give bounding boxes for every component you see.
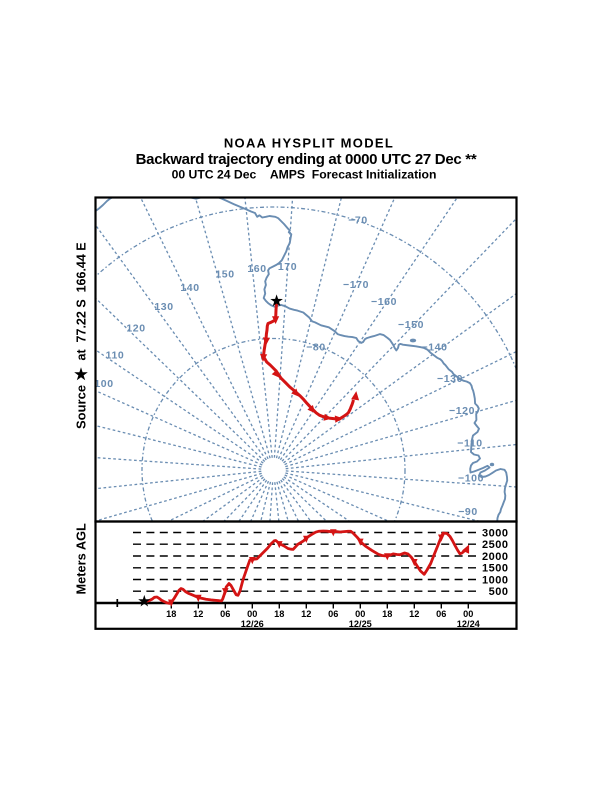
svg-text:−170: −170: [343, 279, 369, 291]
svg-text:12: 12: [193, 609, 203, 619]
svg-text:06: 06: [328, 609, 338, 619]
svg-text:06: 06: [220, 609, 230, 619]
svg-text:00: 00: [355, 609, 365, 619]
svg-text:18: 18: [274, 609, 284, 619]
svg-text:12/25: 12/25: [349, 619, 372, 629]
svg-text:120: 120: [126, 322, 145, 334]
svg-text:18: 18: [382, 609, 392, 619]
svg-text:−120: −120: [449, 405, 475, 417]
svg-text:130: 130: [154, 301, 173, 313]
svg-text:00: 00: [247, 609, 257, 619]
svg-text:1000: 1000: [482, 574, 508, 586]
svg-text:Source: Source: [74, 385, 89, 429]
svg-text:2000: 2000: [482, 551, 508, 563]
svg-text:06: 06: [436, 609, 446, 619]
svg-text:−130: −130: [437, 373, 463, 385]
svg-text:1500: 1500: [482, 563, 508, 575]
svg-text:18: 18: [166, 609, 176, 619]
svg-text:12: 12: [301, 609, 311, 619]
svg-text:500: 500: [489, 586, 509, 598]
svg-text:160: 160: [247, 263, 266, 275]
svg-text:−150: −150: [398, 319, 424, 331]
svg-text:100: 100: [94, 378, 113, 390]
svg-text:−110: −110: [457, 438, 482, 450]
svg-text:12/26: 12/26: [241, 619, 264, 629]
svg-text:00 UTC 24 Dec AMPS Forecas: 00 UTC 24 Dec AMPS Forecast Initializati…: [172, 168, 437, 182]
svg-text:170: 170: [278, 261, 297, 273]
svg-text:−140: −140: [421, 341, 447, 353]
svg-text:12/24: 12/24: [457, 619, 481, 629]
svg-text:3000: 3000: [482, 527, 508, 539]
svg-text:−100: −100: [458, 472, 484, 484]
svg-text:NOAA HYSPLIT MODEL: NOAA HYSPLIT MODEL: [224, 136, 394, 151]
svg-text:140: 140: [180, 282, 199, 294]
svg-text:−160: −160: [371, 296, 397, 308]
svg-text:00: 00: [463, 609, 473, 619]
svg-text:−80: −80: [306, 341, 326, 353]
svg-text:Backward trajectory ending at: Backward trajectory ending at 0000 UTC 2…: [136, 151, 477, 168]
svg-text:−70: −70: [348, 214, 368, 226]
svg-text:2500: 2500: [482, 539, 508, 551]
svg-text:at 77.22 S 166.44 E: at 77.22 S 166.44 E: [75, 242, 89, 360]
svg-text:Meters AGL: Meters AGL: [74, 523, 89, 595]
svg-text:−90: −90: [458, 506, 478, 518]
svg-text:110: 110: [106, 349, 125, 361]
svg-text:150: 150: [215, 268, 234, 280]
svg-text:12: 12: [409, 609, 419, 619]
